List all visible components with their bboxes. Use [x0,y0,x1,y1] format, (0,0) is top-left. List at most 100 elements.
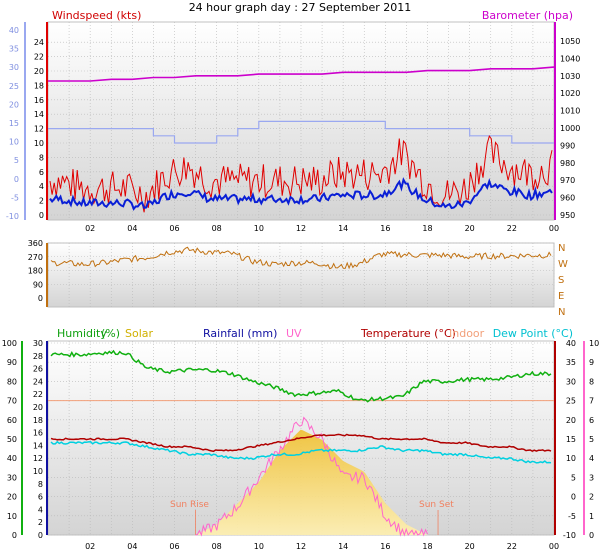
direction-tick-label: 180 [28,267,43,276]
barometer-tick-label: 1000 [560,124,580,133]
temperature-tick-label: -10 [563,531,576,540]
barometer-axis-label: Barometer (hpa) [482,9,573,22]
legend-solar: Solar [125,327,154,340]
sun-rise-label: Sun Rise [170,500,209,510]
windspeed-line [49,177,553,211]
uv-tick-label: 5 [589,435,594,444]
windspeed-tick-label: 18 [34,81,44,90]
secondary-left-tick: 5 [14,156,19,165]
secondary-left-tick: 0 [14,175,19,184]
secondary-left-tick: -5 [11,193,19,202]
sun-set-label: Sun Set [419,500,454,510]
temperature-line [50,433,552,453]
chart-title: 24 hour graph day : 27 September 2011 [189,1,412,14]
windspeed-tick-label: 4 [39,182,44,191]
barometer-tick-label: 1040 [560,54,580,63]
uv-tick-label: 2 [589,493,594,502]
rainfall-tick-label: 6 [38,493,43,502]
rainfall-tick-label: 26 [33,365,43,374]
rainfall-tick-label: 22 [33,390,43,399]
x-tick-label: 02 [85,542,95,551]
humidity-tick-label: 50 [7,435,17,444]
secondary-line [48,120,554,144]
x-tick-label: 20 [465,224,475,233]
x-tick-label: 08 [212,542,222,551]
temperature-tick-label: 10 [566,454,576,463]
windspeed-tick-label: 20 [34,67,44,76]
windspeed-tick-label: 10 [34,139,44,148]
rainfall-tick-label: 2 [38,518,43,527]
temperature-tick-label: 25 [566,397,576,406]
humidity-tick-label: 20 [7,493,17,502]
barometer-tick-label: 1030 [560,72,580,81]
uv-tick-label: 6 [589,416,594,425]
x-tick-label: 10 [254,224,264,233]
legend-temperature: Temperature (°C) [360,327,456,340]
rainfall-tick-label: 16 [33,429,43,438]
secondary-left-tick: 20 [9,100,19,109]
rainfall-tick-label: 18 [33,416,43,425]
secondary-left-tick: 40 [9,26,19,35]
barometer-tick-label: 1010 [560,107,580,116]
barometer-tick-label: 1020 [560,89,580,98]
windspeed-tick-label: 0 [39,211,44,220]
x-tick-label: 22 [507,224,517,233]
x-tick-label: 06 [169,224,179,233]
temperature-tick-label: 15 [566,435,576,444]
rainfall-tick-label: 28 [33,352,43,361]
windspeed-axis-label: Windspeed (kts) [52,9,141,22]
legend-humidity-unit: (%) [101,327,120,340]
x-tick-label: 00 [549,224,559,233]
dew-point-line [50,440,552,464]
x-tick-label: 12 [296,224,306,233]
uv-line [195,416,428,537]
direction-tick-label: 360 [28,239,43,248]
x-tick-label: 12 [296,542,306,551]
uv-tick-label: 1 [589,512,594,521]
secondary-left-tick: 30 [9,63,19,72]
humidity-tick-label: 80 [7,377,17,386]
barometer-tick-label: 980 [560,159,575,168]
windspeed-tick-label: 16 [34,96,44,105]
barometer-tick-label: 1050 [560,37,580,46]
humidity-tick-label: 40 [7,454,17,463]
humidity-tick-label: 70 [7,397,17,406]
direction-tick-label: 270 [28,253,43,262]
legend-humidity: Humidity [57,327,107,340]
compass-label: N [558,307,565,318]
wind-barometer-panel: Windspeed (kts) Barometer (hpa) 24 22 20 18… [6,9,580,233]
temperature-tick-label: -5 [568,512,576,521]
panel2-frame [47,242,555,308]
legend-rainfall: Rainfall (mm) [203,327,277,340]
rainfall-tick-label: 24 [33,377,43,386]
rainfall-tick-label: 4 [38,505,43,514]
legend-dew-point: Dew Point (°C) [493,327,573,340]
rainfall-tick-label: 14 [33,441,43,450]
uv-tick-label: 8 [589,377,594,386]
humidity-tick-label: 0 [12,531,17,540]
secondary-left-tick: 35 [9,45,19,54]
rainfall-tick-label: 20 [33,403,43,412]
x-tick-label: 22 [507,542,517,551]
compass-label: S [558,275,564,286]
windspeed-tick-label: 12 [34,125,44,134]
barometer-tick-label: 970 [560,176,575,185]
compass-label: W [558,259,568,270]
humidity-temperature-panel: 1009080706050403020100302826242220181614… [2,327,599,551]
direction-tick-label: 90 [33,280,43,289]
barometer-line [48,66,555,82]
x-tick-label: 04 [127,542,137,551]
uv-tick-label: 3 [589,473,594,482]
x-tick-label: 10 [254,542,264,551]
uv-tick-label: 0 [589,531,594,540]
secondary-left-tick: 10 [9,138,19,147]
temperature-tick-label: 40 [566,339,576,348]
x-tick-label: 20 [465,542,475,551]
humidity-tick-label: 90 [7,358,17,367]
rainfall-tick-label: 10 [33,467,43,476]
windspeed-tick-label: 24 [34,38,44,47]
humidity-tick-label: 10 [7,512,17,521]
windspeed-tick-label: 22 [34,53,44,62]
secondary-left-tick: 15 [9,119,19,128]
